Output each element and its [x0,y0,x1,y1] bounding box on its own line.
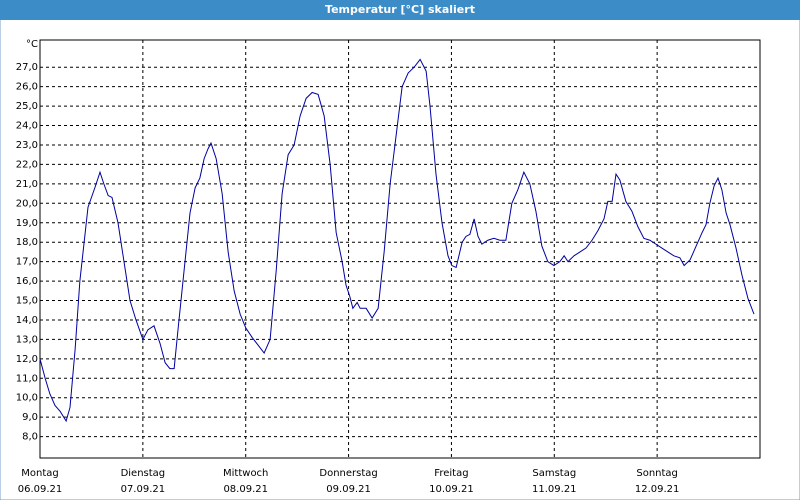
y-tick-label: 10,0 [16,393,38,404]
x-tick-label: Dienstag [121,468,166,479]
y-tick-label: 18,0 [16,237,38,248]
y-tick-label: 14,0 [16,315,38,326]
x-tick-label: Mittwoch [223,468,268,479]
y-tick-label: 17,0 [16,257,38,268]
y-tick-label: 11,0 [16,373,38,384]
x-tick-label: Samstag [532,468,576,479]
y-tick-label: 22,0 [16,159,38,170]
plot-border [39,39,761,459]
y-tick-label: 21,0 [16,179,38,190]
title-bar [0,0,800,20]
y-tick-label: 19,0 [16,218,38,229]
y-tick-label: 9,0 [22,412,38,423]
x-tick-date: 07.09.21 [121,484,166,495]
y-tick-label: 16,0 [16,276,38,287]
x-tick-label: Sonntag [636,468,678,479]
y-tick-label: 23,0 [16,140,38,151]
plot-area [40,40,760,458]
chart-title: Temperatur [°C] skaliert [325,3,475,16]
x-tick-date: 09.09.21 [326,484,371,495]
x-tick-label: Montag [21,468,58,479]
x-tick-label: Freitag [434,468,468,479]
x-tick-date: 10.09.21 [429,484,474,495]
x-tick-label: Donnerstag [319,468,377,479]
x-tick-date: 12.09.21 [635,484,680,495]
x-tick-date: 08.09.21 [223,484,268,495]
y-tick-label: 12,0 [16,354,38,365]
y-tick-label: 24,0 [16,121,38,132]
y-tick-label: 26,0 [16,82,38,93]
temperature-line [39,58,755,423]
y-tick-label: 15,0 [16,296,38,307]
y-tick-label: 25,0 [16,101,38,112]
y-tick-label: 13,0 [16,334,38,345]
x-tick-date: 11.09.21 [532,484,577,495]
y-tick-label: 8,0 [22,432,38,443]
y-tick-label: 20,0 [16,198,38,209]
y-unit: °C [26,39,38,50]
y-tick-label: 27,0 [16,62,38,73]
x-tick-date: 06.09.21 [18,484,63,495]
